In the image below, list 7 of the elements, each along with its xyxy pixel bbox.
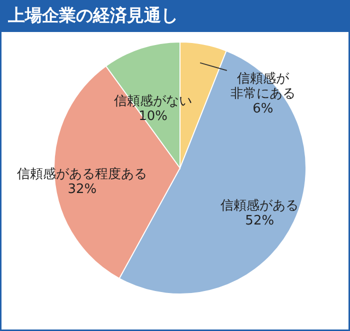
chart-title: 上場企業の経済見通し xyxy=(7,6,178,26)
data-label: 6% xyxy=(252,101,274,116)
slice-label: 信頼感がある xyxy=(220,198,299,214)
slice-label: 信頼感が非常にある xyxy=(230,71,296,102)
data-label: 52% xyxy=(245,213,274,228)
data-label: 32% xyxy=(68,182,97,198)
slice-label: 信頼感がある程度ある xyxy=(17,166,148,182)
